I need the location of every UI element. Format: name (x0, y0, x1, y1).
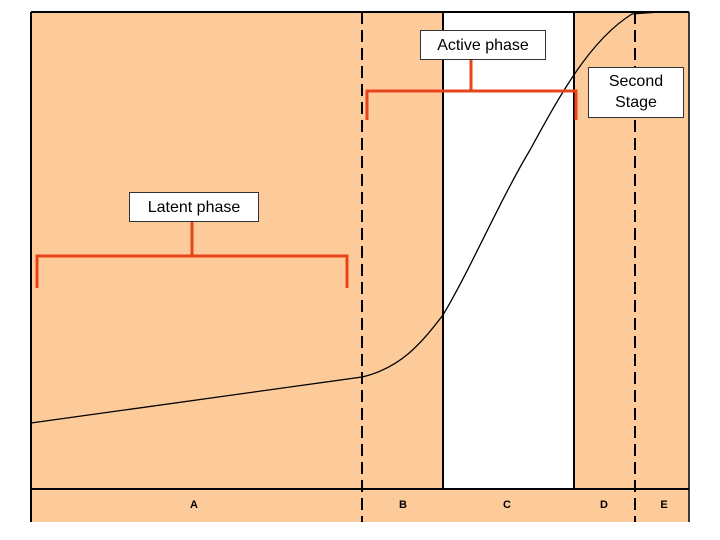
progress-curve (30, 11, 661, 424)
active-region (443, 12, 574, 489)
shaded-region (31, 12, 689, 522)
active-phase-text: Active phase (437, 37, 529, 54)
active-phase-label: Active phase (420, 30, 546, 60)
segment-label-b: B (399, 499, 407, 511)
segment-label-d: D (600, 499, 608, 511)
segment-label-a: A (190, 499, 198, 511)
segment-label-e: E (660, 499, 668, 511)
second-stage-line1: Second (608, 73, 664, 90)
segment-label-c: C (503, 499, 511, 511)
active-phase-bracket (365, 60, 578, 120)
second-stage-label: Second Stage (588, 67, 684, 118)
latent-phase-label: Latent phase (129, 192, 259, 222)
latent-phase-bracket (35, 221, 349, 288)
latent-phase-text: Latent phase (147, 199, 241, 216)
second-stage-line2: Stage (615, 94, 657, 111)
